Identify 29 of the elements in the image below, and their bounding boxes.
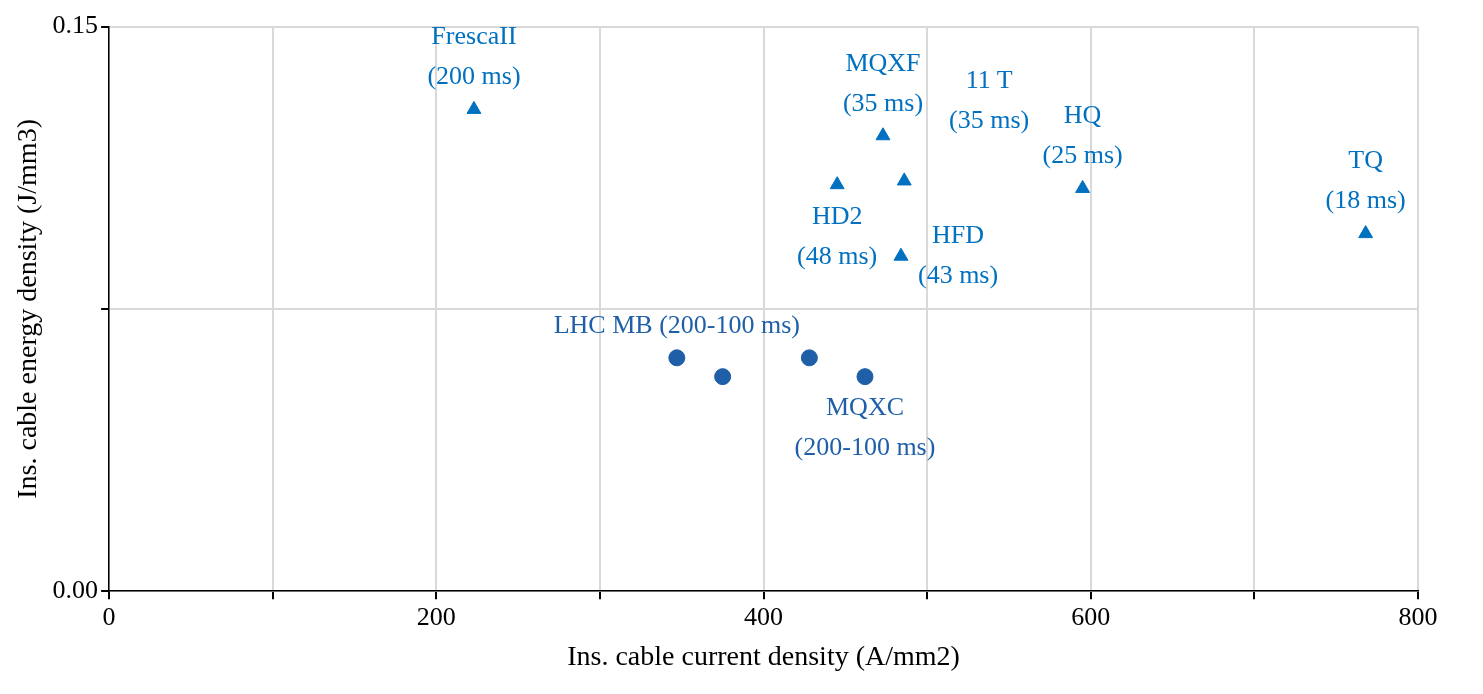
x-tick-label: 400 [744,601,784,631]
y-tick-label: 0.00 [52,575,99,605]
annotation: TQ (18 ms) [1325,145,1406,215]
x-tick-label: 0 [102,601,116,631]
point [856,368,874,386]
annotation: MQXF (35 ms) [842,47,924,117]
point [1358,225,1374,239]
y-axis-title: Ins. cable energy density (J/mm3) [11,119,43,499]
point [668,349,686,367]
annotation: HFD (43 ms) [917,220,999,290]
point [714,368,732,386]
point [800,349,818,367]
point [875,127,891,141]
annotation: HD2 (48 ms) [797,200,878,270]
point [896,172,912,186]
point [829,176,845,190]
x-axis-title: Ins. cable current density (A/mm2) [567,639,960,671]
point [466,100,482,114]
x-tick-label: 600 [1071,601,1111,631]
annotation: HQ (25 ms) [1042,100,1123,170]
annotation: LHC MB (200-100 ms) [553,309,800,339]
point [893,247,909,261]
y-tick-label: 0.15 [52,10,99,40]
annotation: 11 T (35 ms) [949,64,1030,134]
x-tick-label: 200 [416,601,456,631]
annotation: FrescaII (200 ms) [427,21,521,91]
x-tick-label: 800 [1398,601,1438,631]
point [1075,179,1091,193]
annotation: MQXC (200-100 ms) [794,392,936,462]
